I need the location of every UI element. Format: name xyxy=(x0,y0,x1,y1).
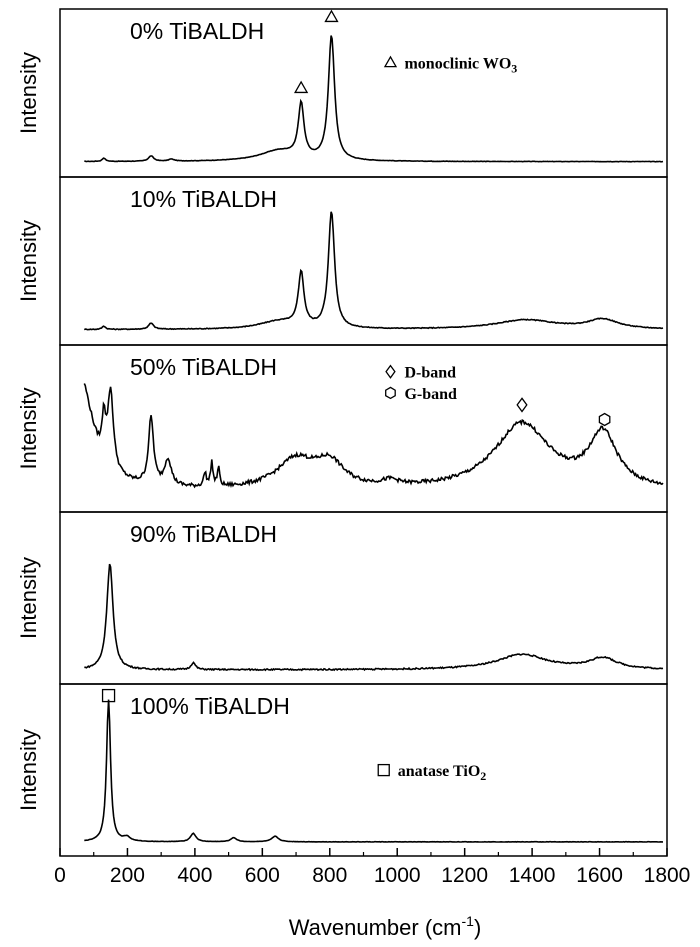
x-tick-label: 1200 xyxy=(441,864,488,887)
annotation-label: G-band xyxy=(404,386,457,403)
triangle-marker xyxy=(293,80,309,94)
panel-title: 90% TiBALDH xyxy=(130,521,277,547)
panel-title: 10% TiBALDH xyxy=(130,186,277,212)
spectrum-line xyxy=(83,211,664,331)
panels-group: 0% TiBALDH Intensity monoclinic WO3 10% TiB… xyxy=(16,8,668,857)
spectrum-line xyxy=(84,35,664,163)
panel-title: 50% TiBALDH xyxy=(130,354,277,380)
triangle-legend-marker xyxy=(383,55,398,68)
spectrum-line xyxy=(84,563,664,672)
x-tick-label: 1000 xyxy=(374,864,421,887)
spectrum-line xyxy=(83,383,664,489)
annotation-label: anatase TiO2 xyxy=(398,763,487,783)
x-tick-label: 400 xyxy=(177,864,212,887)
panel-4: 100% TiBALDH Intensity anatase TiO2 xyxy=(16,683,668,857)
x-tick-label: 0 xyxy=(54,864,66,887)
panel-title: 0% TiBALDH xyxy=(130,18,264,44)
triangle-marker xyxy=(324,9,339,23)
annotation-label: D-band xyxy=(404,365,456,382)
x-tick-label: 1400 xyxy=(509,864,556,887)
diamond-legend-marker xyxy=(385,364,396,379)
annotation-label: monoclinic WO3 xyxy=(404,55,517,75)
y-axis-label: Intensity xyxy=(16,729,41,811)
square-legend-marker xyxy=(377,763,390,777)
x-tick-label: 600 xyxy=(245,864,280,887)
y-axis-label: Intensity xyxy=(16,220,41,302)
y-axis-label: Intensity xyxy=(16,52,41,134)
square-marker xyxy=(101,688,116,703)
x-tick-label: 1800 xyxy=(644,864,691,887)
panel-0: 0% TiBALDH Intensity monoclinic WO3 xyxy=(16,8,668,178)
panel-title: 100% TiBALDH xyxy=(130,693,290,719)
y-axis-label: Intensity xyxy=(16,388,41,470)
panel-3: 90% TiBALDH Intensity xyxy=(16,511,668,685)
x-axis: 0 200 400 600 800 1000 1200 1400 1600 1800 xyxy=(54,848,690,887)
panel-2: 50% TiBALDH Intensity D-band G-band xyxy=(16,344,668,513)
diamond-marker xyxy=(516,397,528,413)
hexagon-marker xyxy=(598,412,611,427)
hexagon-legend-marker xyxy=(385,386,396,400)
x-tick-label: 200 xyxy=(110,864,145,887)
x-tick-label: 800 xyxy=(312,864,347,887)
y-axis-label: Intensity xyxy=(16,557,41,639)
x-tick-label: 1600 xyxy=(576,864,623,887)
panel-1: 10% TiBALDH Intensity xyxy=(16,176,668,346)
spectrum-line xyxy=(84,699,663,843)
x-axis-label: Wavenumber (cm-1) xyxy=(289,913,482,940)
